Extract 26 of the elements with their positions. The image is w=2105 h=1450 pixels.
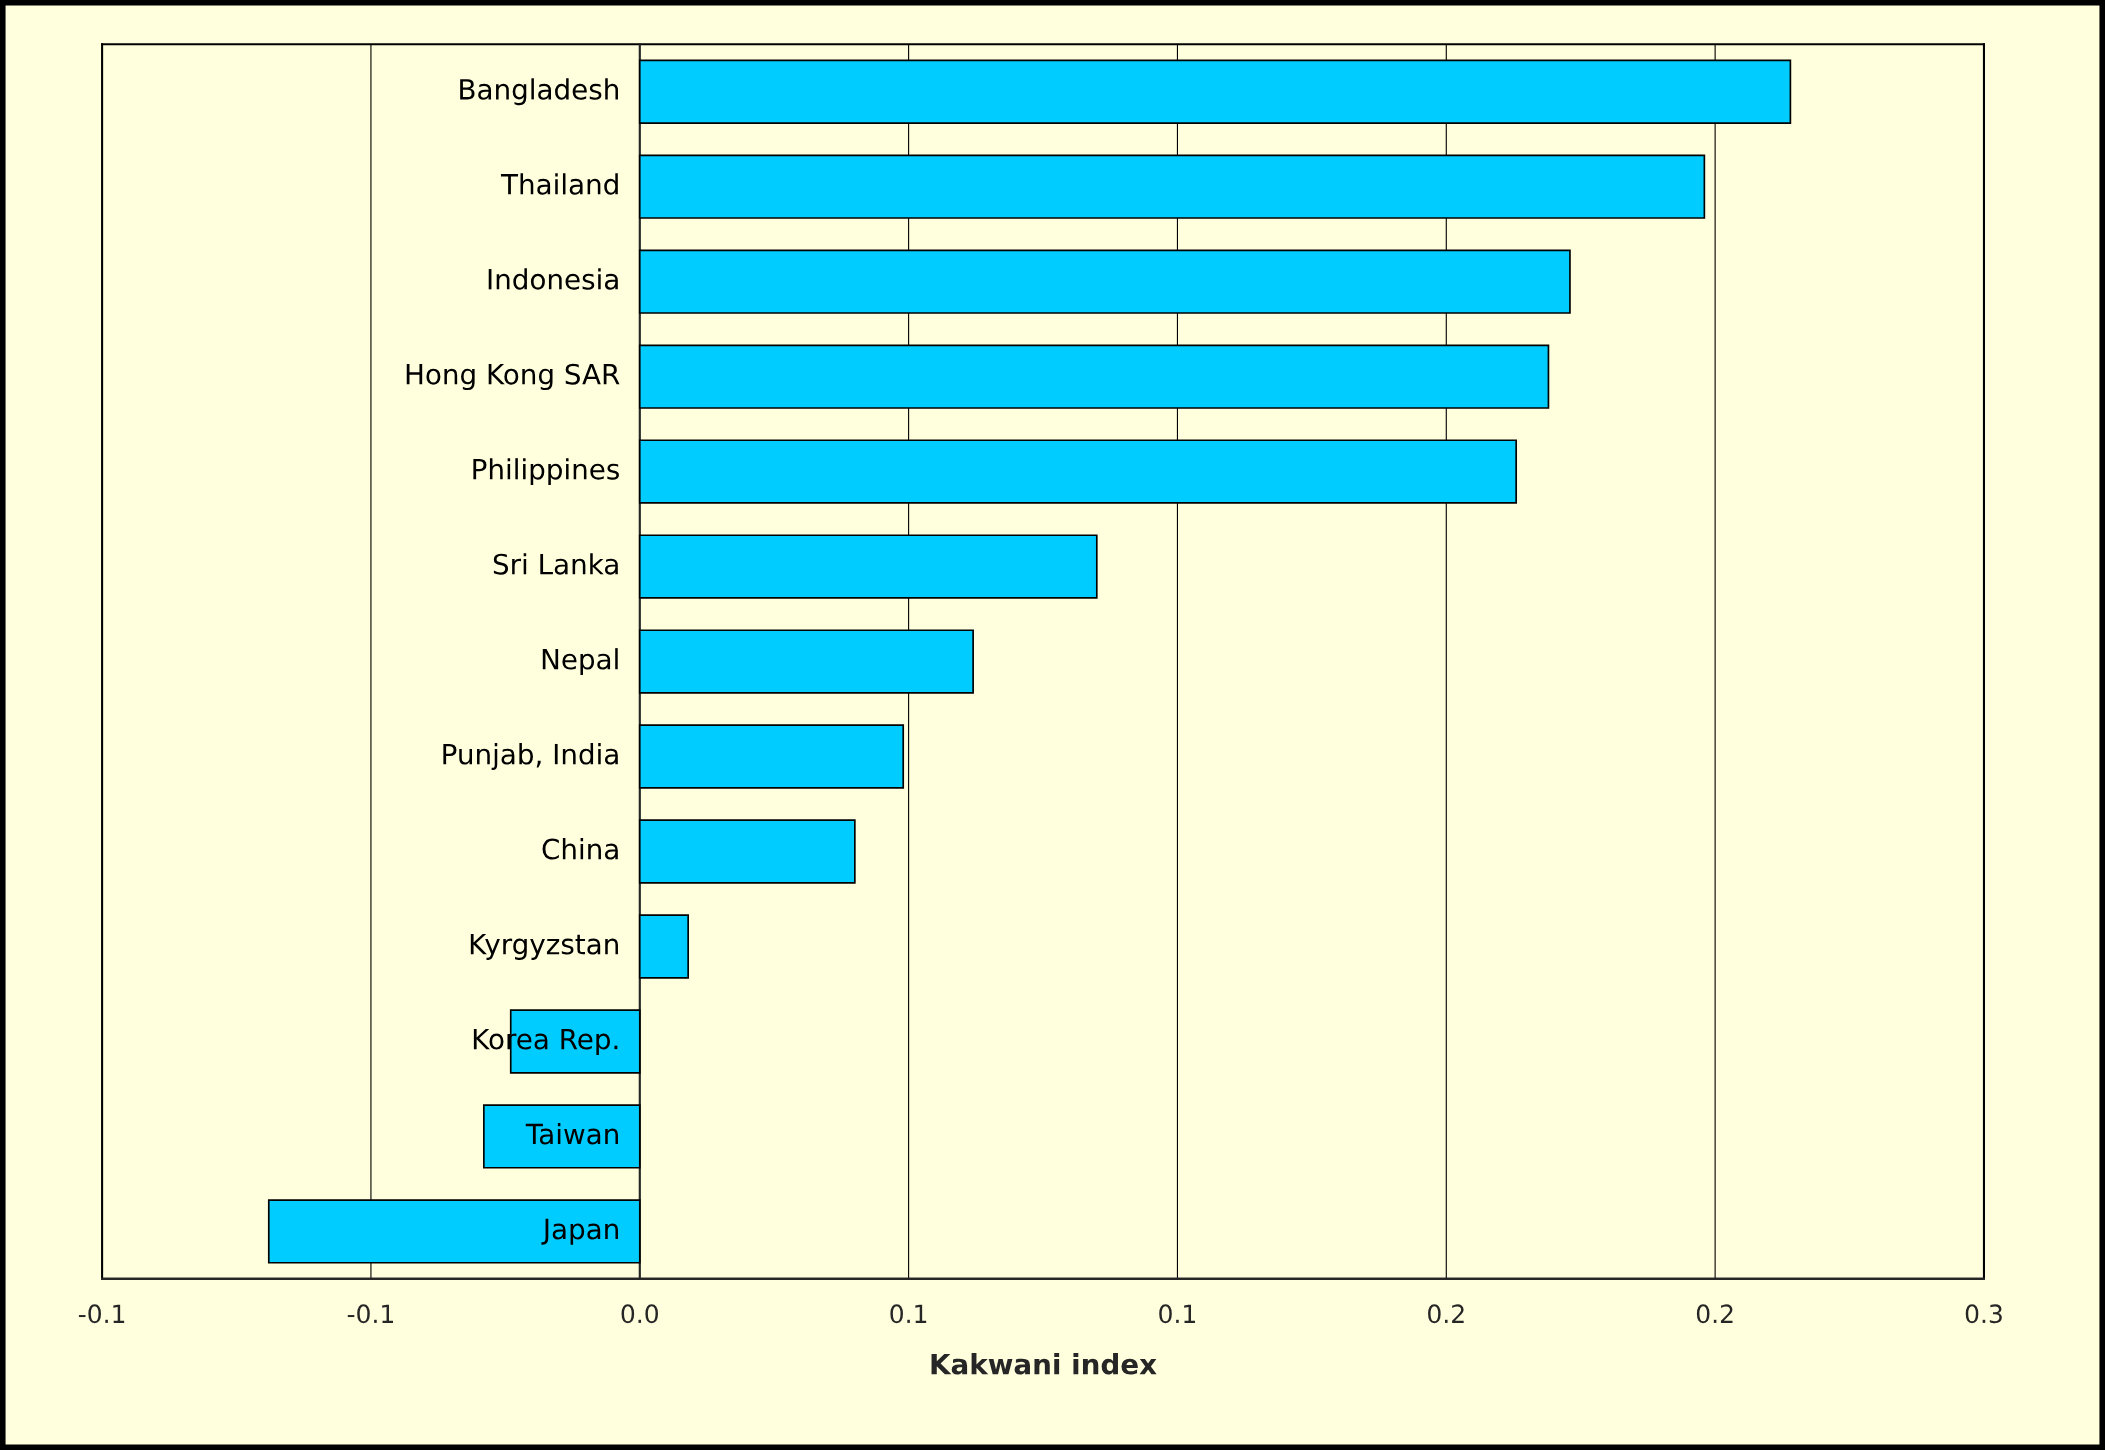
x-tick-label: 0.1 [890,1304,927,1324]
y-tick-label: Bangladesh [460,78,618,106]
bar [483,1104,641,1169]
x-tick-label: 0.2 [1696,1304,1733,1324]
y-tick-label: China [542,838,618,860]
bar [638,914,689,979]
y-tick-label: Nepal [542,648,618,675]
y-tick-label: Taiwan [525,1123,618,1145]
y-tick-label: Philippines [473,458,619,486]
y-tick-label: Sri Lanka [493,553,618,575]
y-tick-label: Hong Kong SAR [406,363,620,391]
y-tick-label: Korea Rep. [473,1028,618,1055]
x-tick-label: 0.2 [1428,1304,1464,1324]
x-tick-label: 0.3 [1965,1304,2002,1324]
y-tick-label: Thailand [500,173,618,195]
y-tick-label: Punjab, India [443,743,618,770]
x-tick-label: -0.1 [347,1304,394,1324]
x-axis-title: Kakwani index [931,1353,1157,1375]
bar [638,819,856,884]
x-tick-label: -0.1 [78,1304,125,1324]
x-tick-label: 0.1 [1159,1304,1196,1324]
y-tick-label: Japan [541,1218,618,1245]
y-tick-label: Indonesia [488,268,618,290]
y-tick-label: Kyrgyzstan [470,933,618,960]
x-tick-label: 0.0 [621,1304,658,1324]
bar [638,724,905,789]
